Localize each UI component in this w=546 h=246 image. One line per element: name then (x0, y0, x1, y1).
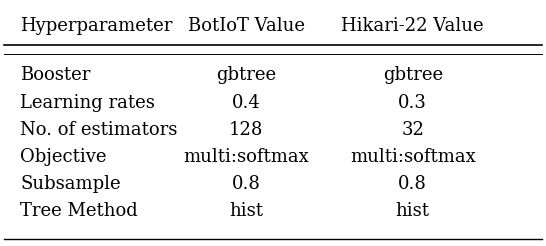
Text: multi:softmax: multi:softmax (350, 148, 476, 166)
Text: No. of estimators: No. of estimators (20, 121, 177, 139)
Text: Objective: Objective (20, 148, 107, 166)
Text: gbtree: gbtree (383, 66, 443, 84)
Text: Hikari-22 Value: Hikari-22 Value (341, 16, 484, 34)
Text: 128: 128 (229, 121, 263, 139)
Text: BotIoT Value: BotIoT Value (188, 16, 305, 34)
Text: 32: 32 (401, 121, 424, 139)
Text: hist: hist (229, 202, 263, 220)
Text: 0.4: 0.4 (232, 93, 260, 111)
Text: Booster: Booster (20, 66, 91, 84)
Text: Tree Method: Tree Method (20, 202, 138, 220)
Text: Learning rates: Learning rates (20, 93, 155, 111)
Text: Hyperparameter: Hyperparameter (20, 16, 173, 34)
Text: multi:softmax: multi:softmax (183, 148, 309, 166)
Text: hist: hist (396, 202, 430, 220)
Text: 0.8: 0.8 (399, 175, 427, 193)
Text: Subsample: Subsample (20, 175, 121, 193)
Text: 0.3: 0.3 (399, 93, 427, 111)
Text: gbtree: gbtree (216, 66, 276, 84)
Text: 0.8: 0.8 (232, 175, 260, 193)
